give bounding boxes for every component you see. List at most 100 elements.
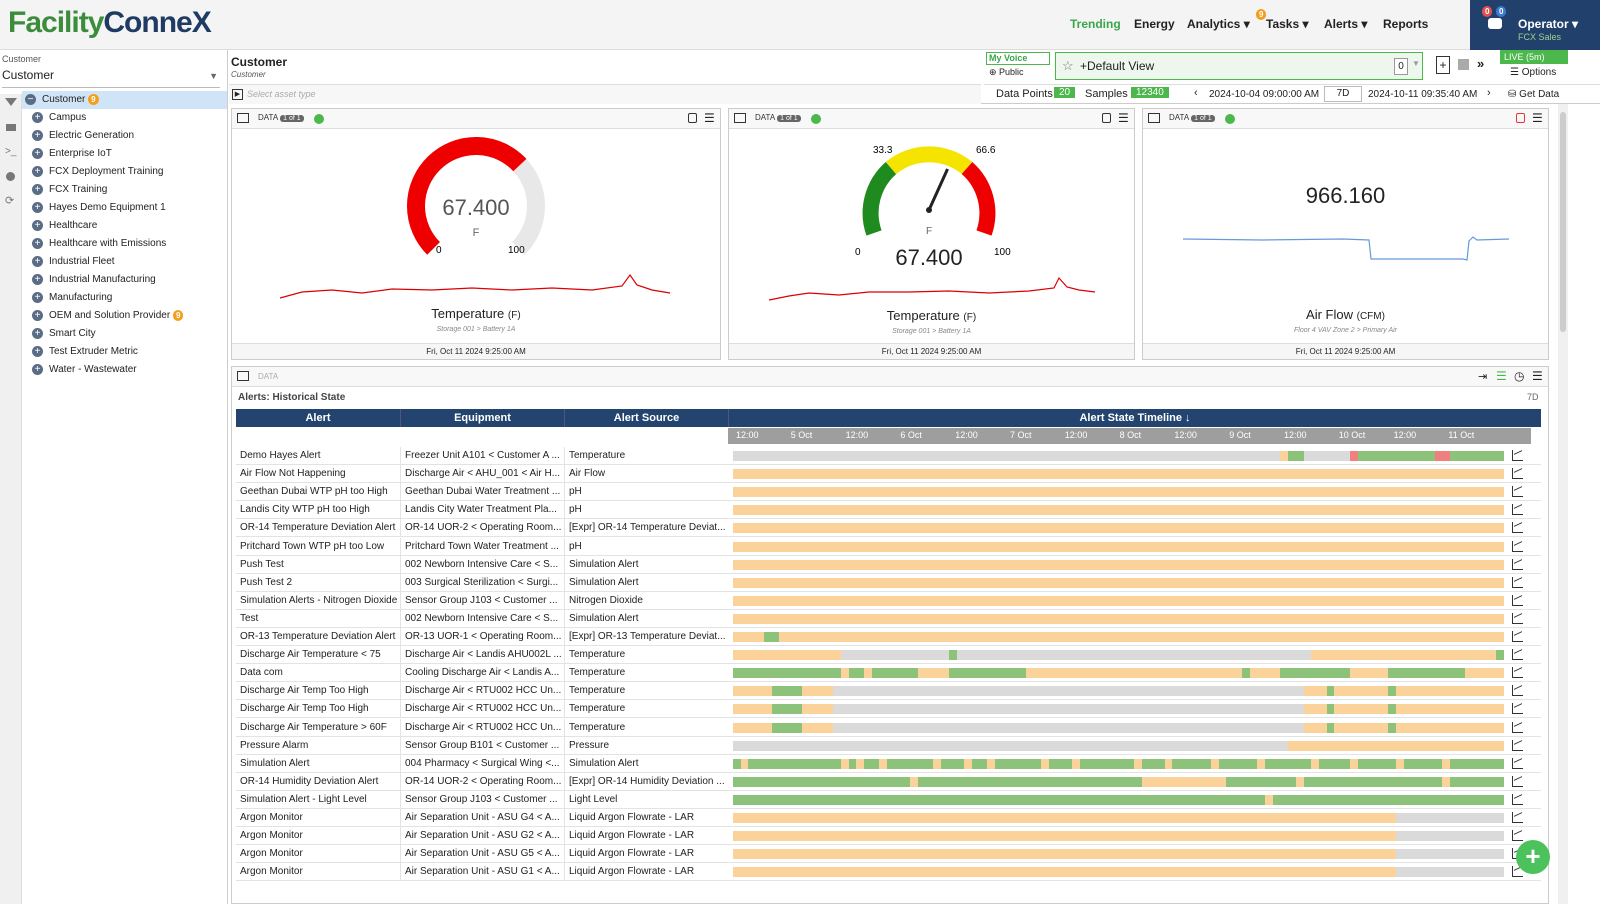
alert-row[interactable]: Discharge Air Temperature < 75 Discharge … <box>236 646 1541 665</box>
options-button[interactable]: ☰ Options <box>1510 67 1557 78</box>
chart-icon[interactable] <box>1512 612 1523 624</box>
chart-icon[interactable] <box>1512 812 1523 823</box>
alert-row[interactable]: Push Test 002 Newborn Intensive Care < S.… <box>236 555 1541 574</box>
expand-icon[interactable]: ▶ <box>232 89 243 100</box>
indent-icon[interactable]: ⇥ <box>1478 371 1488 383</box>
plus-icon[interactable]: + <box>32 291 43 303</box>
menu-icon[interactable]: ☰ <box>1532 369 1543 383</box>
chart-icon[interactable] <box>1512 703 1523 715</box>
chart-icon[interactable] <box>1512 757 1523 769</box>
chart-icon[interactable] <box>1512 721 1523 733</box>
menu-icon[interactable]: ☰ <box>1532 111 1543 125</box>
tree-item[interactable]: + Water - Wastewater <box>32 361 137 379</box>
chart-icon[interactable] <box>1512 667 1523 679</box>
nav-energy[interactable]: Energy <box>1134 17 1175 31</box>
alert-timeline[interactable] <box>733 722 1504 733</box>
add-view-icon[interactable]: + <box>1436 56 1450 74</box>
plus-icon[interactable]: + <box>32 111 43 123</box>
chart-icon[interactable] <box>1512 685 1523 697</box>
col-equipment[interactable]: Equipment <box>400 409 564 427</box>
plus-icon[interactable]: + <box>32 363 43 375</box>
chart-icon[interactable] <box>1512 649 1523 661</box>
tree-item[interactable]: + Electric Generation <box>32 127 134 145</box>
lock-icon[interactable] <box>688 113 697 123</box>
alert-timeline[interactable] <box>733 451 1504 461</box>
save-icon[interactable] <box>1458 59 1469 70</box>
view-selector[interactable]: ☆ +Default View 0 ▼ <box>1055 52 1423 80</box>
tree-item[interactable]: − Customer 9 <box>22 91 227 109</box>
alert-timeline[interactable] <box>733 577 1504 588</box>
clock-icon[interactable]: ◷ <box>1514 369 1525 383</box>
alert-row[interactable]: Demo Hayes Alert Freezer Unit A101 < Cust… <box>236 447 1541 465</box>
minus-icon[interactable]: − <box>25 93 36 105</box>
plus-icon[interactable]: + <box>32 273 43 285</box>
col-timeline[interactable]: Alert State Timeline ↓ <box>728 409 1541 427</box>
alert-row[interactable]: OR-13 Temperature Deviation Alert OR-13 U… <box>236 628 1541 646</box>
window-icon[interactable] <box>734 113 746 123</box>
alert-timeline[interactable] <box>733 613 1504 624</box>
col-alert-source[interactable]: Alert Source <box>564 409 728 427</box>
chart-icon[interactable] <box>1512 866 1523 878</box>
list-icon[interactable] <box>6 124 16 131</box>
window-icon[interactable] <box>237 371 249 381</box>
alert-row[interactable]: Data com Cooling Discharge Air < Landis A… <box>236 664 1541 683</box>
plus-icon[interactable]: + <box>32 183 43 195</box>
nav-analytics[interactable]: Analytics ▾ <box>1187 17 1250 31</box>
nav-reports[interactable]: Reports <box>1383 17 1429 31</box>
alert-row[interactable]: Pritchard Town WTP pH too Low Pritchard T… <box>236 537 1541 556</box>
get-data-button[interactable]: ⛁ Get Data <box>1508 89 1560 100</box>
tree-item[interactable]: + FCX Training <box>32 181 107 199</box>
plus-icon[interactable]: + <box>32 129 43 141</box>
alert-row[interactable]: Discharge Air Temperature > 60F Discharge… <box>236 718 1541 737</box>
menu-icon[interactable]: ☰ <box>1118 111 1129 125</box>
tree-item[interactable]: + Enterprise IoT <box>32 145 112 163</box>
tree-item[interactable]: + Test Extruder Metric <box>32 343 138 361</box>
tree-item[interactable]: + OEM and Solution Provider 9 <box>32 307 184 325</box>
alert-row[interactable]: Pressure Alarm Sensor Group B101 < Custom… <box>236 736 1541 755</box>
tree-item[interactable]: + Healthcare <box>32 217 97 235</box>
alert-timeline[interactable] <box>733 831 1504 842</box>
start-date[interactable]: 2024-10-04 09:00:00 AM <box>1209 89 1320 100</box>
plus-icon[interactable]: + <box>32 309 43 321</box>
chart-icon[interactable] <box>1512 450 1523 461</box>
chart-icon[interactable] <box>1512 486 1523 498</box>
filter-icon[interactable] <box>5 98 17 106</box>
double-chevron-icon[interactable]: » <box>1477 56 1485 71</box>
plus-icon[interactable]: + <box>32 165 43 177</box>
alert-timeline[interactable] <box>733 505 1504 516</box>
tree-item[interactable]: + Smart City <box>32 325 96 343</box>
alert-timeline[interactable] <box>733 595 1504 606</box>
add-fab-button[interactable]: + <box>1516 840 1550 874</box>
alert-row[interactable]: Discharge Air Temp Too High Discharge Air… <box>236 682 1541 701</box>
alert-row[interactable]: Argon Monitor Air Separation Unit - ASU G… <box>236 863 1541 882</box>
range-select[interactable]: 7D <box>1324 86 1362 102</box>
plus-icon[interactable]: + <box>32 345 43 357</box>
tree-item[interactable]: + Manufacturing <box>32 289 112 307</box>
plus-icon[interactable]: + <box>32 147 43 159</box>
alert-timeline[interactable] <box>733 776 1504 787</box>
tree-item[interactable]: + Hayes Demo Equipment 1 <box>32 199 166 217</box>
live-button[interactable]: LIVE (5m) <box>1500 50 1568 64</box>
operator-menu[interactable]: 0 0 Operator ▾ FCX Sales <box>1470 0 1600 50</box>
chat-icon[interactable] <box>1488 18 1502 29</box>
nav-tasks[interactable]: Tasks ▾ <box>1266 17 1309 31</box>
alert-timeline[interactable] <box>733 469 1504 480</box>
alert-row[interactable]: Simulation Alert - Light Level Sensor Gro… <box>236 790 1541 809</box>
alert-row[interactable]: Air Flow Not Happening Discharge Air < AH… <box>236 465 1541 484</box>
list-view-icon[interactable]: ☰ <box>1496 369 1507 383</box>
page-scrollbar[interactable] <box>1558 104 1568 904</box>
plus-icon[interactable]: + <box>32 219 43 231</box>
alert-row[interactable]: OR-14 Temperature Deviation Alert OR-14 U… <box>236 519 1541 538</box>
chart-icon[interactable] <box>1512 830 1523 842</box>
tree-item[interactable]: + Healthcare with Emissions <box>32 235 166 253</box>
asset-type-input[interactable]: Select asset type <box>247 89 316 99</box>
chart-icon[interactable] <box>1512 594 1523 606</box>
my-voice-button[interactable]: My Voice <box>986 52 1050 65</box>
plus-icon[interactable]: + <box>32 255 43 267</box>
alert-timeline[interactable] <box>733 740 1504 751</box>
alert-row[interactable]: Test 002 Newborn Intensive Care < S... Sim… <box>236 609 1541 628</box>
alert-timeline[interactable] <box>733 650 1504 661</box>
nav-trending[interactable]: Trending <box>1070 17 1121 31</box>
alert-timeline[interactable] <box>733 632 1504 642</box>
plus-icon[interactable]: + <box>32 237 43 249</box>
